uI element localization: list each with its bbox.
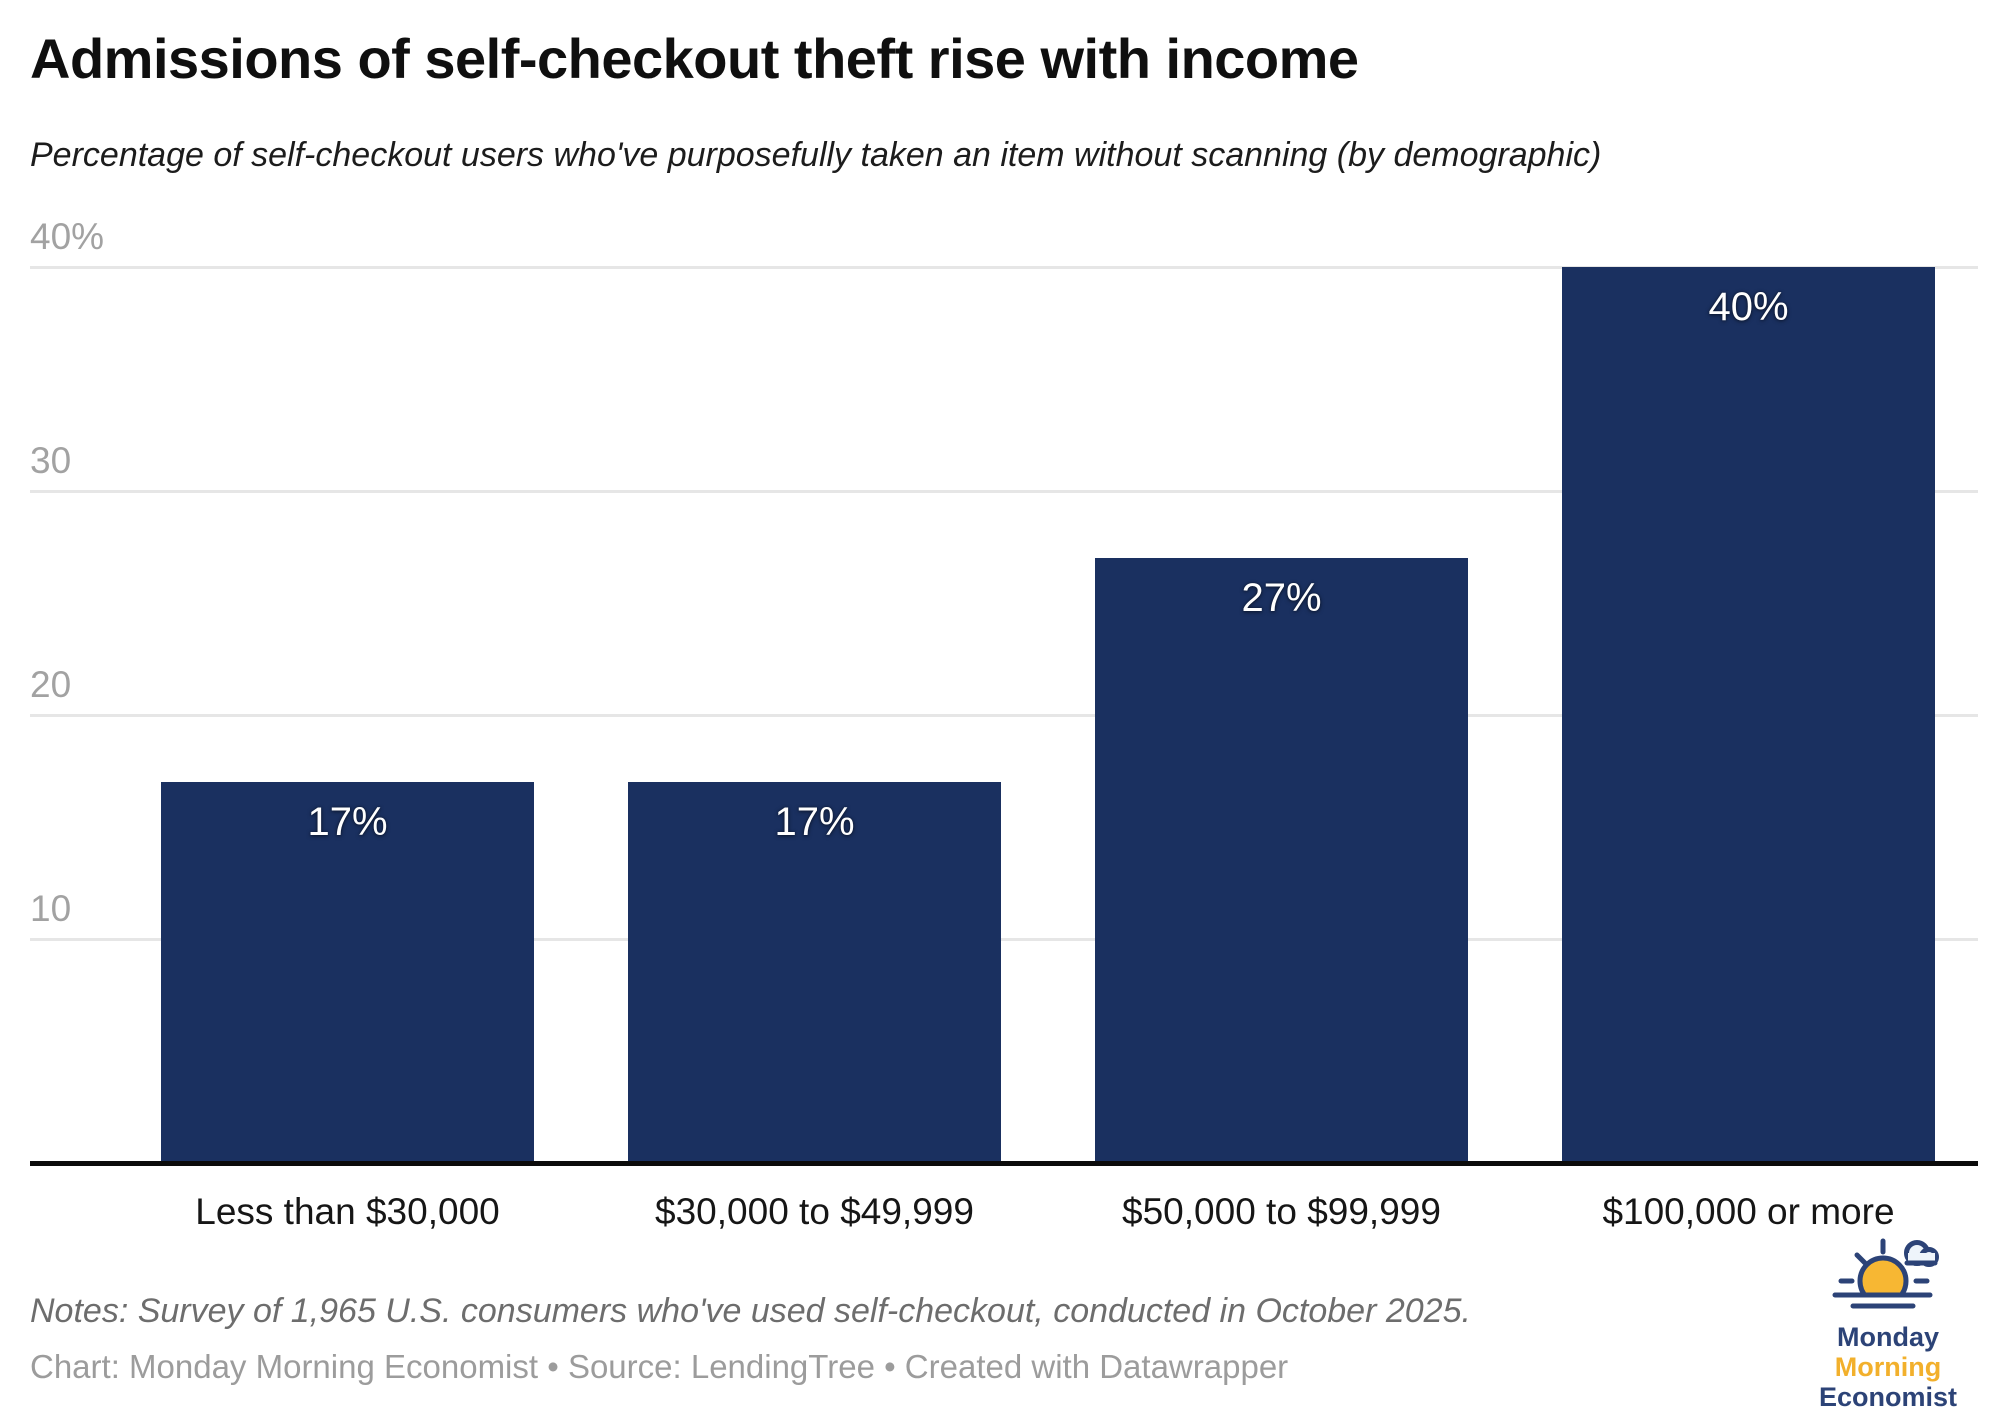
y-gridline — [30, 714, 1978, 717]
bar-value-label: 27% — [1241, 576, 1322, 621]
y-tick-label: 10 — [30, 888, 72, 929]
bar-value-label: 40% — [1708, 285, 1789, 329]
bar[interactable] — [1095, 558, 1468, 1161]
bar[interactable] — [1562, 267, 1935, 1161]
bar[interactable] — [628, 782, 1001, 1161]
y-tick-label: 40% — [30, 216, 105, 257]
logo-text-morning: Morning — [1834, 1352, 1942, 1382]
y-gridline — [30, 938, 1978, 941]
sun-cloud-icon — [1828, 1238, 1948, 1322]
logo: Monday Morning Economist — [1808, 1238, 1968, 1412]
y-tick-label: 20 — [30, 664, 72, 705]
x-category-label: $100,000 or more — [1602, 1191, 1895, 1232]
bar[interactable] — [161, 782, 534, 1161]
logo-text-monday: Monday — [1836, 1322, 1939, 1352]
x-category-label: $50,000 to $99,999 — [1122, 1191, 1441, 1232]
bar-value-label: 17% — [307, 800, 388, 845]
page-subtitle: Percentage of self-checkout users who've… — [30, 136, 1602, 174]
y-tick-label: 30 — [30, 440, 72, 481]
y-gridline — [30, 266, 1978, 269]
credit-text: Chart: Monday Morning Economist • Source… — [30, 1348, 1289, 1385]
x-category-label: Less than $30,000 — [195, 1191, 500, 1232]
y-gridline — [30, 490, 1978, 493]
page-title: Admissions of self-checkout theft rise w… — [30, 27, 1359, 90]
notes-text: Notes: Survey of 1,965 U.S. consumers wh… — [30, 1292, 1471, 1330]
x-axis-line — [30, 1161, 1978, 1166]
bar-value-label: 17% — [774, 800, 855, 845]
x-category-label: $30,000 to $49,999 — [655, 1191, 974, 1232]
logo-text-economist: Economist — [1818, 1382, 1958, 1412]
